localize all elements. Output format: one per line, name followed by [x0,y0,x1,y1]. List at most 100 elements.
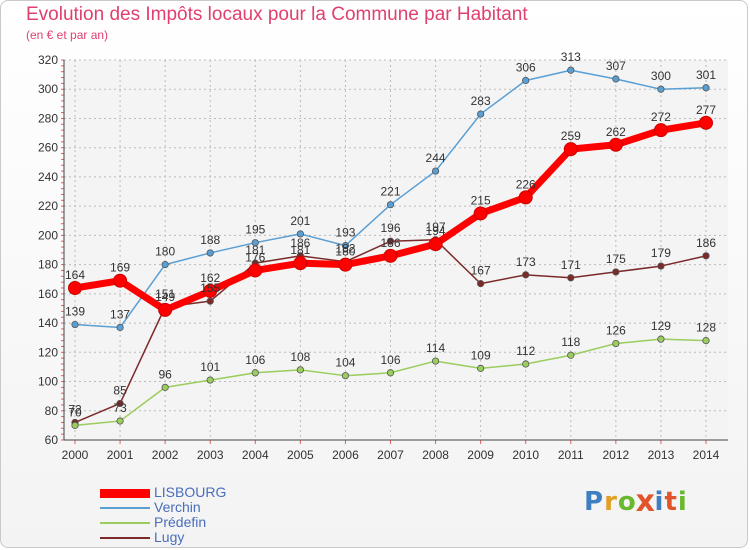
data-point [522,271,530,279]
data-point [657,85,665,93]
data-point [473,206,488,221]
chart-subtitle: (en € et par an) [26,28,109,42]
y-tick-label: 200 [38,228,58,242]
logo-letter: i [677,487,688,517]
data-label: 104 [335,356,355,370]
data-point [563,142,578,157]
data-label: 149 [155,290,175,304]
data-label: 186 [380,236,400,250]
data-point [71,421,79,429]
data-label: 96 [158,367,172,381]
logo-letter: r [604,487,618,517]
data-point [251,369,259,377]
x-tick-label: 2004 [242,448,269,462]
data-label: 196 [380,221,400,235]
y-tick-label: 120 [38,345,58,359]
data-label: 114 [426,341,445,355]
data-label: 162 [200,271,220,285]
data-point [653,123,668,138]
x-tick-label: 2013 [648,448,675,462]
data-point [116,399,124,408]
data-label: 176 [245,250,265,264]
data-point [477,280,485,288]
data-label: 112 [516,344,535,358]
legend-swatch [100,488,150,498]
logo-letter: t [664,487,678,517]
data-label: 128 [696,321,716,335]
data-label: 72 [68,402,82,416]
x-tick-label: 2007 [377,448,404,462]
data-point [203,283,218,298]
data-label: 106 [245,353,265,367]
data-label: 171 [561,258,581,272]
data-point [567,351,575,359]
data-label: 306 [516,60,536,74]
data-label: 307 [606,59,626,73]
data-point [161,261,169,269]
legend-swatch [100,537,150,539]
data-point [702,252,710,260]
data-label: 155 [200,281,220,295]
data-label: 221 [380,185,400,199]
data-label: 173 [516,255,536,269]
data-point [431,357,440,365]
legend-item: LISBOURG [100,484,320,500]
x-tick-label: 2000 [62,448,89,462]
data-label: 164 [65,268,85,282]
data-label: 181 [290,243,310,257]
data-point [608,137,623,152]
x-tick-label: 2001 [107,448,134,462]
data-label: 85 [113,383,127,397]
logo-letter: P [584,487,605,517]
legend-label: Verchin [154,499,201,515]
data-point [386,201,395,209]
data-point [612,268,620,276]
data-label: 129 [651,319,671,333]
data-label: 272 [651,110,671,124]
data-point [296,366,304,374]
plot-area [64,60,728,440]
data-label: 195 [245,223,265,237]
legend-item: Verchin [100,499,320,515]
data-point [657,262,665,270]
data-label: 70 [68,405,82,419]
data-point [206,249,214,257]
data-label: 193 [335,226,355,240]
data-point [657,335,665,343]
data-label: 175 [606,252,626,266]
data-label: 118 [561,335,580,349]
x-tick-label: 2008 [422,448,449,462]
data-label: 109 [471,348,491,362]
legend-label: Prédefin [154,514,207,530]
data-label: 215 [471,193,491,207]
data-point [68,281,82,295]
x-tick-label: 2014 [693,448,720,462]
x-tick-label: 2012 [603,448,630,462]
data-label: 201 [290,214,310,228]
data-point [567,274,575,282]
x-tick-label: 2010 [512,448,539,462]
data-point [161,383,169,391]
legend: LISBOURG Verchin Prédefin Lugy [100,484,320,545]
data-point [248,263,263,278]
chart-title: Evolution des Impôts locaux pour la Comm… [26,4,528,25]
data-point [341,372,350,380]
data-point [71,320,79,329]
data-label: 179 [651,246,671,260]
data-point [567,66,575,74]
legend-label: Lugy [154,529,185,545]
data-point [251,239,259,247]
logo-letter: i [654,487,665,517]
logo-letter: o [617,487,637,517]
data-label: 151 [155,287,175,301]
data-point [206,376,214,384]
y-tick-label: 220 [38,199,58,213]
x-tick-label: 2009 [467,448,494,462]
y-tick-label: 180 [38,258,58,272]
data-point [383,248,398,263]
data-label: 188 [200,233,220,247]
data-point [518,190,533,205]
data-point [293,256,308,271]
data-point [702,84,710,92]
